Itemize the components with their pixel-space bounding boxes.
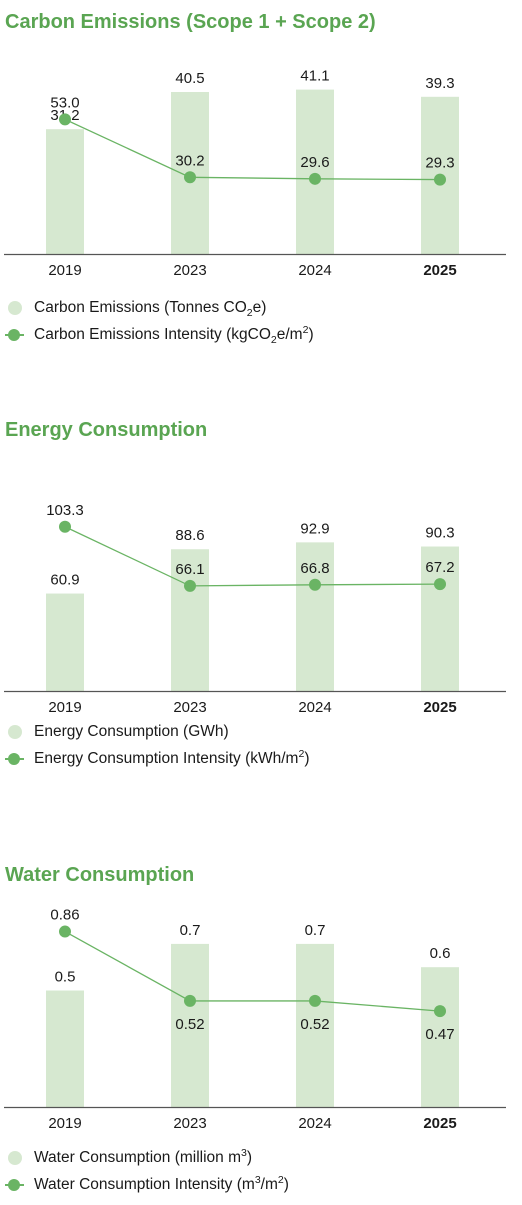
bar — [171, 549, 209, 691]
intensity-value-label: 0.47 — [425, 1026, 454, 1043]
intensity-point — [184, 171, 196, 184]
bar — [171, 943, 209, 1107]
intensity-value-label: 66.8 — [300, 560, 329, 577]
intensity-point — [309, 578, 321, 591]
bar — [296, 89, 334, 254]
energy-consumption-chart: Energy Consumption 60.9 88.6 92.9 90.3 2019 2… — [0, 419, 522, 779]
legend-item: Water Consumption Intensity (m3/m2) — [5, 1171, 505, 1198]
bar-value-label: 40.5 — [175, 70, 204, 87]
legend-bar-swatch — [8, 724, 22, 739]
intensity-point — [309, 994, 321, 1007]
water-consumption-chart: Water Consumption 0.5 0.7 0.7 0.6 2019 2023 20… — [0, 864, 522, 1204]
bar-value-label: 41.1 — [300, 68, 329, 85]
legend-label: Carbon Emissions Intensity (kgCO2e/m2) — [34, 323, 314, 346]
intensity-point — [59, 925, 71, 938]
legend-item: Carbon Emissions (Tonnes CO2e) — [5, 294, 505, 321]
intensity-point — [434, 1005, 446, 1018]
intensity-point — [184, 579, 196, 592]
bar — [421, 967, 459, 1107]
water-consumption-plot: 0.5 0.7 0.7 0.6 2019 2023 2024 2025 0.86 0.52 0.52… — [4, 907, 506, 1132]
bar — [421, 546, 459, 691]
bar — [46, 129, 84, 254]
intensity-value-label: 0.52 — [175, 1016, 204, 1033]
chart-title: Water Consumption — [5, 864, 195, 886]
x-tick-label: 2023 — [173, 699, 206, 716]
intensity-line — [64, 526, 441, 587]
intensity-value-label: 103.3 — [46, 502, 84, 519]
x-tick-label: 2024 — [298, 262, 331, 279]
bar-value-label: 39.3 — [425, 75, 454, 92]
x-tick-label: 2024 — [298, 1115, 331, 1132]
intensity-value-label: 53.0 — [50, 94, 79, 111]
intensity-point — [59, 113, 71, 126]
chart-title: Energy Consumption — [5, 419, 208, 441]
x-tick-label: 2019 — [48, 699, 81, 716]
chart-title: Carbon Emissions (Scope 1 + Scope 2) — [5, 11, 376, 33]
x-tick-label: 2023 — [173, 1115, 206, 1132]
x-tick-label: 2025 — [423, 699, 456, 716]
intensity-value-label: 29.3 — [425, 155, 454, 172]
legend-label: Water Consumption Intensity (m3/m2) — [34, 1173, 289, 1193]
bar — [296, 943, 334, 1107]
legend-label: Carbon Emissions (Tonnes CO2e) — [34, 298, 267, 319]
legend-bar-swatch — [8, 1150, 22, 1165]
x-tick-label: 2025 — [423, 1115, 456, 1132]
intensity-point — [59, 520, 71, 533]
x-tick-label: 2024 — [298, 699, 331, 716]
bar-value-label: 0.7 — [180, 922, 201, 939]
legend-line-marker — [5, 328, 24, 342]
legend-item: Carbon Emissions Intensity (kgCO2e/m2) — [5, 321, 505, 348]
bar-value-label: 92.9 — [300, 520, 329, 537]
energy-consumption-plot: 60.9 88.6 92.9 90.3 2019 2023 2024 2025 103.3 66.… — [4, 502, 506, 716]
legend-label: Water Consumption (million m3) — [34, 1146, 253, 1166]
x-tick-label: 2019 — [48, 1115, 81, 1132]
intensity-value-label: 29.6 — [300, 154, 329, 171]
legend-item: Water Consumption (million m3) — [5, 1144, 505, 1171]
intensity-point — [309, 172, 321, 185]
bar — [296, 542, 334, 691]
bar-value-label: 60.9 — [50, 572, 79, 589]
intensity-line — [64, 118, 441, 181]
intensity-value-label: 66.1 — [175, 561, 204, 578]
bar-value-label: 90.3 — [425, 525, 454, 542]
intensity-point — [434, 173, 446, 186]
intensity-value-label: 30.2 — [175, 152, 204, 169]
x-tick-label: 2025 — [423, 262, 456, 279]
legend-item: Energy Consumption Intensity (kWh/m2) — [5, 745, 505, 772]
bar-value-label: 0.6 — [430, 945, 451, 962]
intensity-point — [184, 994, 196, 1007]
x-tick-label: 2023 — [173, 262, 206, 279]
legend-line-marker — [5, 752, 24, 766]
carbon-emissions-plot: 31.240.541.139.3201920232024202553.030.2… — [4, 68, 506, 279]
intensity-value-label: 67.2 — [425, 559, 454, 576]
intensity-point — [434, 578, 446, 591]
legend-line-marker — [5, 1178, 24, 1192]
energy-consumption-legend: Energy Consumption (GWh) Energy Consumpti… — [5, 718, 505, 772]
legend-bar-swatch — [8, 300, 22, 315]
intensity-value-label: 0.52 — [300, 1016, 329, 1033]
water-consumption-legend: Water Consumption (million m3) Water Cons… — [5, 1144, 505, 1198]
bar — [46, 593, 84, 691]
legend-item: Energy Consumption (GWh) — [5, 718, 505, 745]
bar-value-label: 0.7 — [305, 922, 326, 939]
carbon-emissions-chart: Carbon Emissions (Scope 1 + Scope 2) 31.… — [0, 11, 522, 351]
bar-value-label: 88.6 — [175, 527, 204, 544]
intensity-value-label: 0.86 — [50, 907, 79, 924]
legend-label: Energy Consumption Intensity (kWh/m2) — [34, 747, 310, 767]
x-tick-label: 2019 — [48, 262, 81, 279]
bar-value-label: 0.5 — [55, 969, 76, 986]
bar — [46, 990, 84, 1107]
carbon-emissions-legend: Carbon Emissions (Tonnes CO2e) Carbon Emi… — [5, 294, 505, 348]
intensity-line — [64, 930, 441, 1012]
legend-label: Energy Consumption (GWh) — [34, 722, 229, 740]
